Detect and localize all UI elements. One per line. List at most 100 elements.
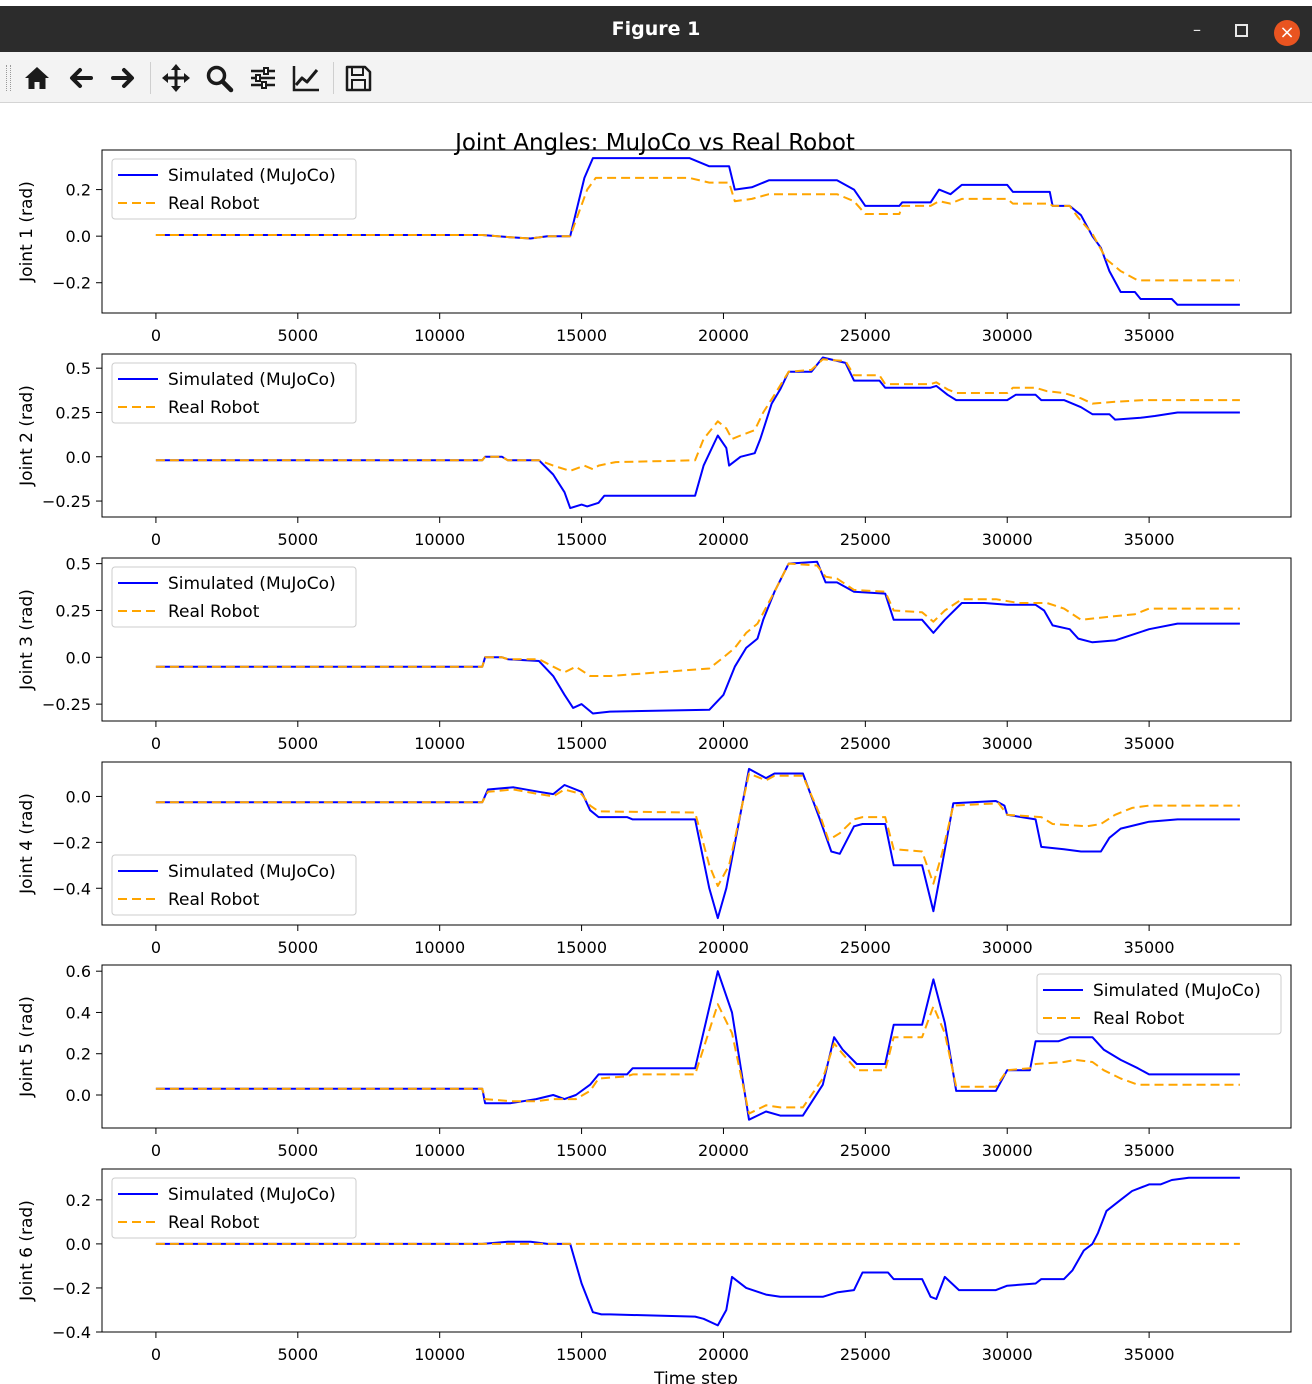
y-axis-label: Joint 4 (rad) xyxy=(17,793,37,895)
figure-canvas[interactable]: Joint Angles: MuJoCo vs Real Robot 0 5000… xyxy=(0,103,1312,1384)
y-tick-label: 0.6 xyxy=(66,962,91,981)
save-button[interactable] xyxy=(343,63,373,93)
y-axis-label: Joint 1 (rad) xyxy=(17,181,37,283)
legend-label-real-robot: Real Robot xyxy=(168,398,260,418)
x-tick-label: 15000 xyxy=(556,530,607,549)
legend-label-real-robot: Real Robot xyxy=(168,194,260,214)
y-tick-label: 0.4 xyxy=(66,1003,91,1022)
y-tick-label: −0.2 xyxy=(52,274,91,293)
x-tick-label: 30000 xyxy=(982,1141,1033,1160)
legend-label-simulated: Simulated (MuJoCo) xyxy=(168,574,336,594)
minimize-icon: – xyxy=(1193,20,1201,39)
subplot-3: 0 5000 10000 15000 20000 25000 30000 35000 −0.25… xyxy=(17,555,1292,753)
zoom-button[interactable] xyxy=(204,63,234,93)
x-tick-label: 15000 xyxy=(556,1141,607,1160)
legend-label-real-robot: Real Robot xyxy=(1093,1009,1185,1029)
sliders-icon xyxy=(251,67,275,89)
axes-frame xyxy=(101,761,1292,926)
legend-label-simulated: Simulated (MuJoCo) xyxy=(168,862,336,882)
x-tick-label: 25000 xyxy=(840,1141,891,1160)
x-tick-label: 30000 xyxy=(982,326,1033,345)
legend[interactable]: Simulated (MuJoCo) Real Robot xyxy=(111,566,357,628)
x-tick-label: 0 xyxy=(151,1141,161,1160)
minimize-button[interactable]: – xyxy=(1186,19,1208,41)
arrow-right-icon xyxy=(111,68,134,88)
x-tick-label: 35000 xyxy=(1124,1345,1175,1364)
y-tick-label: −0.4 xyxy=(52,1323,91,1342)
magnifier-icon xyxy=(206,65,234,93)
x-tick-label: 30000 xyxy=(982,734,1033,753)
x-tick-label: 25000 xyxy=(840,326,891,345)
series-line-real-robot xyxy=(155,358,1240,472)
toolbar-grip[interactable] xyxy=(6,65,11,91)
x-tick-label: 25000 xyxy=(840,530,891,549)
back-button[interactable] xyxy=(66,63,96,93)
home-button[interactable] xyxy=(22,63,52,93)
x-tick-label: 5000 xyxy=(277,326,318,345)
x-tick-label: 5000 xyxy=(277,1345,318,1364)
x-tick-label: 10000 xyxy=(414,530,465,549)
close-icon: × xyxy=(1279,22,1295,43)
toolbar-separator xyxy=(150,62,151,94)
toolbar xyxy=(0,52,1312,103)
axes-frame xyxy=(101,1168,1292,1333)
x-tick-label: 15000 xyxy=(556,1345,607,1364)
x-tick-label: 20000 xyxy=(698,530,749,549)
legend[interactable]: Simulated (MuJoCo) Real Robot xyxy=(111,854,357,916)
maximize-icon xyxy=(1234,24,1248,37)
x-tick-label: 35000 xyxy=(1124,530,1175,549)
y-tick-label: 0.0 xyxy=(66,1235,91,1254)
x-tick-label: 10000 xyxy=(414,1141,465,1160)
subplot-5: 0 5000 10000 15000 20000 25000 30000 35000 0.0 0.… xyxy=(17,962,1292,1160)
legend-label-simulated: Simulated (MuJoCo) xyxy=(168,1185,336,1205)
x-tick-label: 15000 xyxy=(556,938,607,957)
legend-label-real-robot: Real Robot xyxy=(168,1213,260,1233)
y-tick-label: 0.0 xyxy=(66,787,91,806)
legend-label-real-robot: Real Robot xyxy=(168,890,260,910)
forward-button[interactable] xyxy=(108,63,138,93)
legend[interactable]: Simulated (MuJoCo) Real Robot xyxy=(111,1177,357,1239)
subplots-button[interactable] xyxy=(248,63,278,93)
maximize-button[interactable] xyxy=(1230,19,1252,41)
x-tick-label: 10000 xyxy=(414,734,465,753)
x-tick-label: 0 xyxy=(151,734,161,753)
x-tick-label: 0 xyxy=(151,326,161,345)
series-line-simulated xyxy=(155,157,1240,306)
x-tick-label: 5000 xyxy=(277,938,318,957)
series-line-real-robot xyxy=(155,772,1240,887)
x-tick-label: 25000 xyxy=(840,1345,891,1364)
close-button[interactable]: × xyxy=(1274,20,1300,46)
window-titlebar: Figure 1 – × xyxy=(0,6,1312,52)
x-tick-label: 0 xyxy=(151,1345,161,1364)
y-tick-label: 0.25 xyxy=(55,403,91,422)
legend-box xyxy=(111,566,357,628)
series-line-real-robot xyxy=(155,176,1240,282)
y-tick-label: 0.2 xyxy=(66,1045,91,1064)
subplot-4: 0 5000 10000 15000 20000 25000 30000 35000 −0.4 −… xyxy=(17,761,1292,957)
legend-label-real-robot: Real Robot xyxy=(168,602,260,622)
y-axis-label: Joint 3 (rad) xyxy=(17,589,37,691)
x-tick-label: 35000 xyxy=(1124,734,1175,753)
x-tick-label: 25000 xyxy=(840,734,891,753)
axes-edit-button[interactable] xyxy=(291,63,321,93)
x-tick-label: 30000 xyxy=(982,1345,1033,1364)
y-axis-label: Joint 2 (rad) xyxy=(17,385,37,487)
y-axis-label: Joint 5 (rad) xyxy=(17,996,37,1098)
x-tick-label: 30000 xyxy=(982,530,1033,549)
x-tick-label: 15000 xyxy=(556,734,607,753)
legend[interactable]: Simulated (MuJoCo) Real Robot xyxy=(111,158,357,220)
legend-label-simulated: Simulated (MuJoCo) xyxy=(1093,981,1261,1001)
legend[interactable]: Simulated (MuJoCo) Real Robot xyxy=(1036,973,1282,1035)
legend-box xyxy=(111,362,357,424)
legend[interactable]: Simulated (MuJoCo) Real Robot xyxy=(111,362,357,424)
axes-frame xyxy=(101,149,1292,314)
x-tick-label: 5000 xyxy=(277,734,318,753)
x-tick-label: 10000 xyxy=(414,1345,465,1364)
x-tick-label: 35000 xyxy=(1124,326,1175,345)
move-icon xyxy=(162,64,190,92)
toolbar-separator xyxy=(333,62,334,94)
x-tick-label: 20000 xyxy=(698,326,749,345)
subplot-2: 0 5000 10000 15000 20000 25000 30000 35000 −0.25… xyxy=(17,353,1292,549)
legend-box xyxy=(111,1177,357,1239)
pan-button[interactable] xyxy=(161,63,191,93)
